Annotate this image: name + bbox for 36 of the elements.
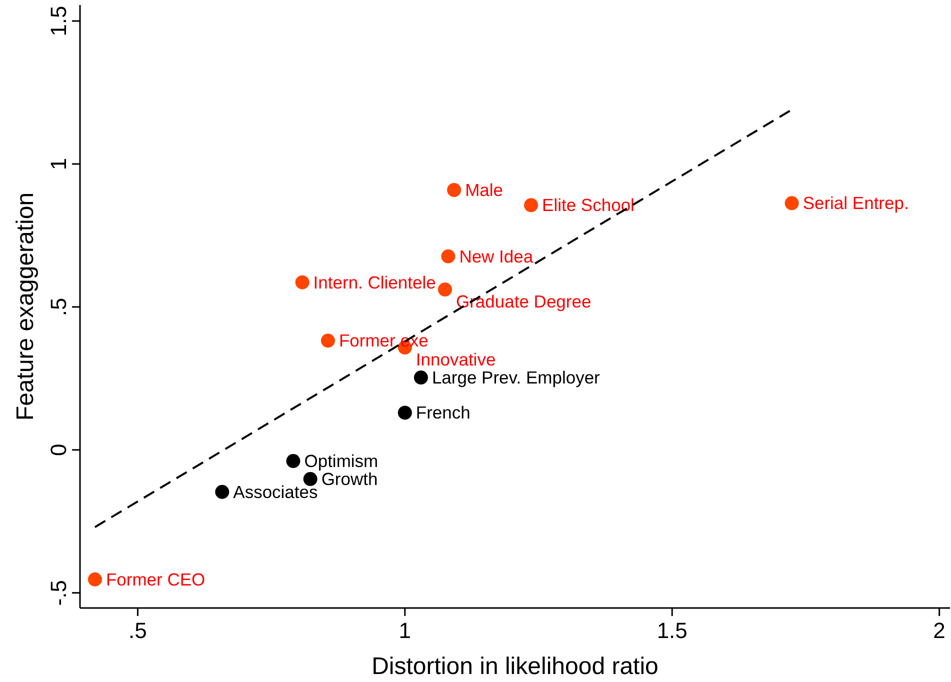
y-tick-label: 1 <box>46 158 71 170</box>
point <box>447 182 462 197</box>
data-label: Elite School <box>542 195 634 216</box>
x-tick-label: 2 <box>933 618 946 643</box>
data-label: Former CEO <box>106 569 206 590</box>
data-label: Graduate Degree <box>456 291 592 312</box>
y-tick-label: -.5 <box>46 580 71 606</box>
point <box>398 406 412 420</box>
y-tick-label: 1.5 <box>46 6 71 36</box>
data-label: Innovative <box>416 350 496 370</box>
point <box>320 334 335 348</box>
x-tick-label: 1.5 <box>656 618 688 643</box>
x-axis-title: Distortion in likelihood ratio <box>372 653 658 680</box>
point <box>286 454 300 468</box>
data-label: Optimism <box>304 451 378 472</box>
point <box>438 282 452 296</box>
data-label: Intern. Clientele <box>313 272 436 292</box>
point <box>215 484 230 499</box>
point <box>441 249 456 264</box>
data-label: Associates <box>233 482 318 502</box>
data-label: Male <box>465 180 504 200</box>
point <box>414 370 428 385</box>
data-label: Serial Entrep. <box>802 193 909 214</box>
point <box>784 196 799 210</box>
y-tick-label: 0 <box>46 444 71 456</box>
data-label: Large Prev. Employer <box>432 368 600 388</box>
y-tick-label: .5 <box>46 298 71 316</box>
x-tick-label: .5 <box>128 618 147 643</box>
data-label: New Idea <box>459 246 534 266</box>
point <box>524 198 538 212</box>
data-label: Growth <box>321 469 378 490</box>
data-label: French <box>416 402 470 423</box>
point <box>295 275 310 290</box>
y-axis-title: Feature exaggeration <box>12 192 39 421</box>
point <box>88 572 102 586</box>
x-tick-label: 1 <box>398 618 412 643</box>
